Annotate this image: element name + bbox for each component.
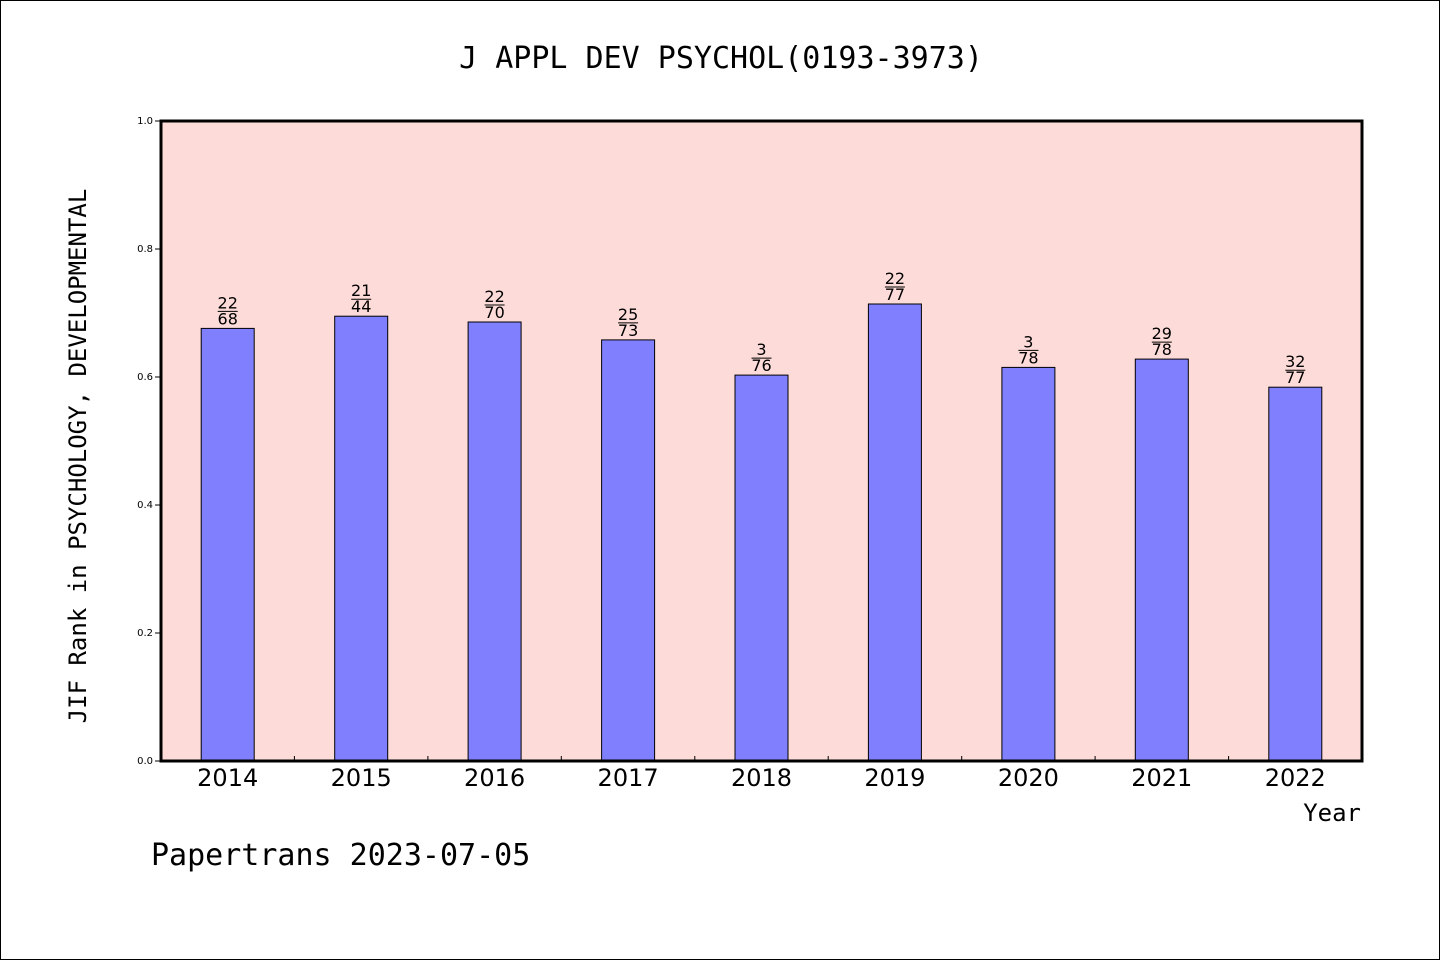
x-tick-label: 2015 [331, 764, 392, 792]
y-tick-label: 0.2 [137, 628, 153, 639]
bar-total-label: 76 [751, 356, 771, 375]
y-tick-label: 0.8 [137, 244, 153, 255]
x-tick-label: 2018 [731, 764, 792, 792]
bars-group [200, 303, 1323, 762]
bar-total-label: 70 [484, 303, 504, 322]
bar-total-label: 77 [1285, 368, 1305, 387]
bar-2016 [467, 321, 522, 762]
chart-title: J APPL DEV PSYCHOL(0193-3973) [459, 41, 983, 76]
x-tick-label: 2020 [998, 764, 1059, 792]
y-axis-ticks: 0.0 0.2 0.4 0.6 0.8 1.0 [137, 116, 161, 767]
bar-2018 [734, 374, 789, 762]
bar-2020 [1001, 366, 1056, 762]
x-tick-label: 2019 [864, 764, 925, 792]
bar-rank-label: 22 [218, 293, 238, 312]
bar-2019 [867, 303, 922, 762]
bar-total-label: 77 [885, 285, 905, 304]
x-tick-label: 2022 [1265, 764, 1326, 792]
bar-rank-label: 25 [618, 305, 638, 324]
x-tick-label: 2021 [1131, 764, 1192, 792]
y-tick-label: 0.4 [137, 500, 153, 511]
bar-total-label: 78 [1152, 340, 1172, 359]
y-tick-label: 1.0 [137, 116, 153, 127]
bar-rank-label: 29 [1152, 324, 1172, 343]
bar-rank-label: 32 [1285, 352, 1305, 371]
bar-rank-label: 3 [1023, 332, 1033, 351]
y-tick-label: 0.6 [137, 372, 153, 383]
x-axis-ticks: 2014 2015 2016 2017 2018 2019 2020 2021 2022 [197, 756, 1326, 792]
x-axis-label: Year [1303, 799, 1361, 827]
y-axis-label: JIF Rank in PSYCHOLOGY, DEVELOPMENTAL [64, 189, 92, 724]
footer-credit: Papertrans 2023-07-05 [151, 838, 530, 873]
plot-border [159, 119, 1364, 763]
x-tick-label: 2014 [197, 764, 258, 792]
bar-2014 [200, 327, 255, 762]
x-tick-label: 2017 [598, 764, 659, 792]
bar-2015 [334, 315, 389, 762]
y-tick-label: 0.0 [137, 756, 153, 767]
bar-2022 [1268, 386, 1323, 762]
bar-total-label: 68 [218, 309, 238, 328]
bar-total-label: 44 [351, 297, 371, 316]
bar-total-label: 73 [618, 321, 638, 340]
x-tick-label: 2016 [464, 764, 525, 792]
bar-rank-label: 22 [885, 269, 905, 288]
bar-rank-label: 3 [756, 340, 766, 359]
bar-total-label: 78 [1018, 348, 1038, 367]
bar-rank-label: 22 [484, 287, 504, 306]
bar-2021 [1134, 358, 1189, 762]
bar-rank-label: 21 [351, 281, 371, 300]
bar-2017 [601, 339, 656, 762]
